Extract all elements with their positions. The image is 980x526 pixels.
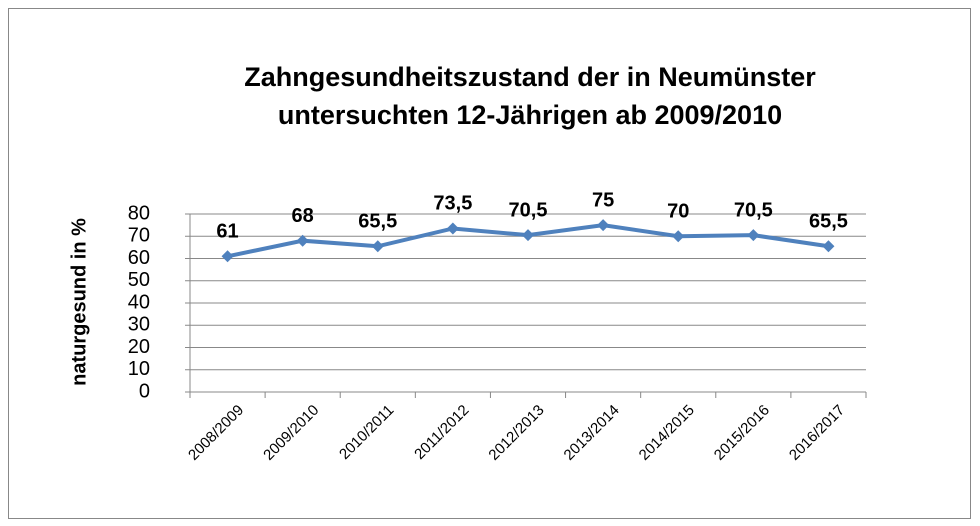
chart-title: Zahngesundheitszustand der in Neumünster…: [244, 62, 816, 130]
x-tick-label: 2013/2014: [561, 402, 623, 464]
y-tick-label: 50: [128, 269, 150, 291]
data-label: 70,5: [734, 199, 773, 221]
x-tick-label: 2010/2011: [336, 402, 397, 463]
data-point: [672, 230, 685, 243]
x-tick-label: 2015/2016: [711, 402, 773, 464]
y-tick-label: 10: [128, 358, 150, 380]
y-axis-label: naturgesund in %: [68, 218, 90, 386]
data-label: 73,5: [433, 193, 472, 215]
data-label: 61: [216, 221, 238, 243]
data-point: [371, 240, 384, 253]
x-tick-label: 2008/2009: [185, 402, 247, 464]
y-tick-label: 30: [128, 314, 150, 336]
y-tick-label: 60: [128, 247, 150, 269]
x-tick-label: 2012/2013: [485, 402, 547, 464]
y-tick-label: 0: [139, 380, 150, 402]
data-label: 65,5: [358, 211, 397, 233]
data-point: [747, 229, 760, 242]
data-label: 75: [592, 189, 614, 211]
x-tick-label: 2009/2010: [260, 402, 322, 464]
data-point: [822, 240, 835, 253]
y-tick-label: 70: [128, 225, 150, 247]
y-tick-label: 80: [128, 202, 150, 224]
data-label: 70: [667, 201, 689, 223]
data-point: [446, 222, 459, 235]
data-point: [597, 219, 610, 232]
x-tick-label: 2016/2017: [786, 402, 848, 464]
data-label: 65,5: [809, 211, 848, 233]
data-point: [221, 250, 234, 263]
data-label: 70,5: [509, 199, 548, 221]
data-point: [522, 229, 534, 242]
data-point: [296, 234, 309, 247]
data-label: 68: [292, 205, 314, 227]
y-tick-label: 40: [128, 291, 150, 313]
x-tick-label: 2014/2015: [636, 402, 698, 464]
y-tick-label: 20: [128, 336, 150, 358]
x-tick-label: 2011/2012: [411, 402, 472, 463]
chart-border: [8, 8, 971, 519]
